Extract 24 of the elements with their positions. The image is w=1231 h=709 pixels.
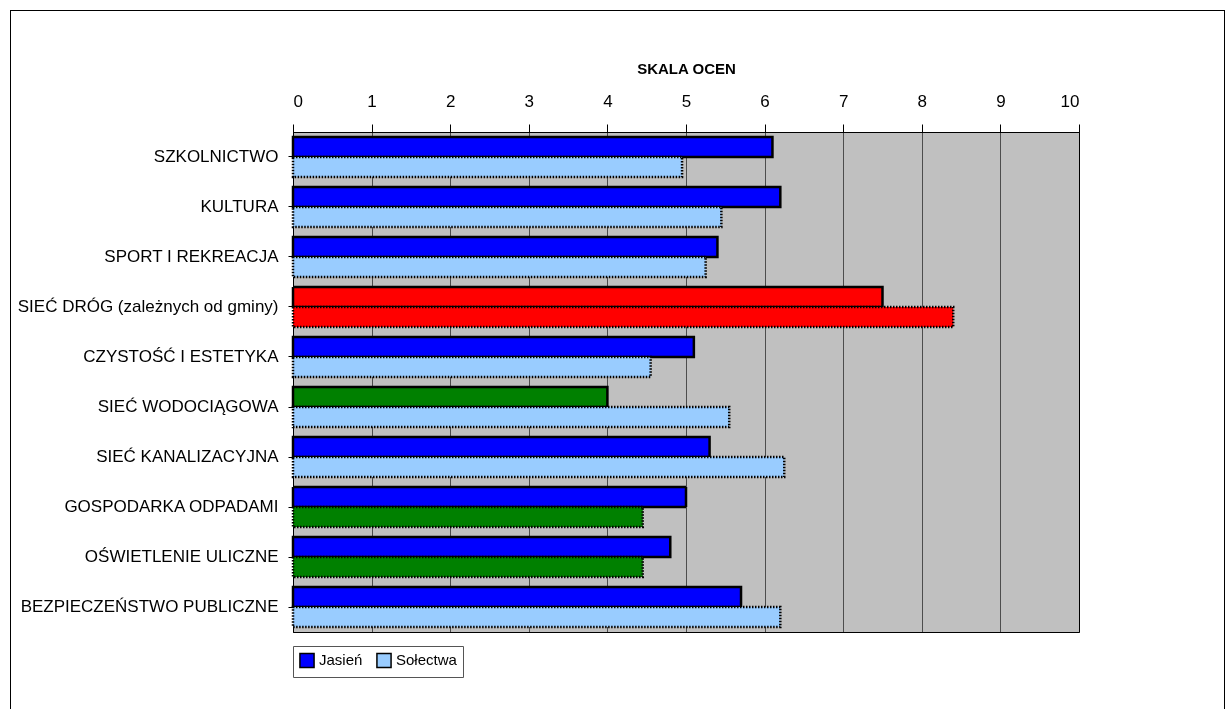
x-axis-title: SKALA OCEN — [637, 59, 736, 77]
legend-label: Sołectwa — [396, 651, 458, 669]
y-tick-label: CZYSTOŚĆ I ESTETYKA — [83, 347, 280, 366]
x-tick-label: 8 — [917, 91, 928, 111]
x-tick-label: 10 — [1060, 91, 1080, 111]
y-tick-label: SPORT I REKREACJA — [104, 247, 280, 266]
legend-label: Jasień — [319, 651, 363, 669]
x-tick-label: 3 — [524, 91, 535, 111]
x-tick-label: 4 — [603, 91, 613, 111]
x-tick-label: 2 — [445, 91, 456, 111]
x-tick-label: 5 — [681, 91, 692, 111]
y-tick-label: KULTURA — [200, 197, 280, 216]
y-tick-label: OŚWIETLENIE ULICZNE — [84, 547, 279, 566]
x-tick-label: 6 — [760, 91, 770, 111]
x-tick-label: 0 — [293, 91, 303, 111]
y-tick-label: SIEĆ DRÓG (zależnych od gminy) — [17, 297, 279, 316]
y-tick-label: SIEĆ WODOCIĄGOWA — [97, 397, 280, 416]
y-tick-label: BEZPIECZEŃSTWO PUBLICZNE — [20, 597, 279, 616]
y-tick-label: GOSPODARKA ODPADAMI — [64, 497, 279, 516]
x-tick-label: 9 — [996, 91, 1006, 111]
x-tick-label: 1 — [367, 91, 377, 111]
x-tick-label: 7 — [838, 91, 849, 111]
y-tick-label: SZKOLNICTWO — [153, 147, 279, 166]
y-tick-label: SIEĆ KANALIZACYJNA — [96, 447, 280, 466]
